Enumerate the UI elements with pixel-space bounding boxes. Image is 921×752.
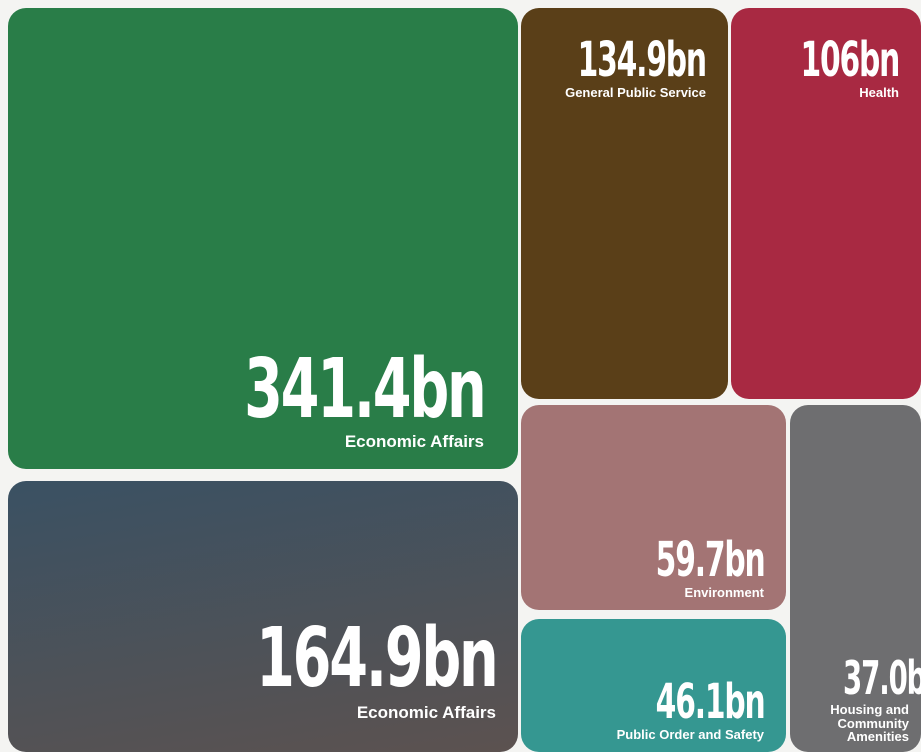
tile-value: 134.9bn xyxy=(577,32,707,88)
tile-text-group: 341.4bn Economic Affairs xyxy=(131,342,487,452)
tile-value: 341.4bn xyxy=(243,342,487,438)
treemap-tile-environment[interactable]: 59.7bn Environment xyxy=(521,405,786,610)
tile-text-group: 134.9bn General Public Service xyxy=(521,32,707,100)
tile-label: Housing and Community Amenities xyxy=(830,702,909,745)
tile-value: 59.7bn xyxy=(655,532,765,589)
tile-text-group: 46.1bn Public Order and Safety xyxy=(589,674,766,743)
treemap-tile-economic-affairs-1[interactable]: 341.4bn Economic Affairs xyxy=(8,8,518,469)
treemap-tile-economic-affairs-2[interactable]: 164.9bn Economic Affairs xyxy=(8,481,518,752)
tile-value: 106bn xyxy=(800,32,900,88)
treemap-tile-general-public-service[interactable]: 134.9bn General Public Service xyxy=(521,8,728,399)
tile-label: Public Order and Safety xyxy=(616,727,764,743)
tile-label: Environment xyxy=(684,585,764,601)
tile-label: Economic Affairs xyxy=(344,432,484,452)
tile-text-group: 106bn Health xyxy=(740,32,900,100)
tile-value: 164.9bn xyxy=(255,611,499,707)
tile-label: Health xyxy=(859,85,899,100)
tile-text-group: 59.7bn Environment xyxy=(589,532,765,601)
tile-label: Economic Affairs xyxy=(356,703,496,723)
treemap-tile-health[interactable]: 106bn Health xyxy=(731,8,921,399)
treemap-tile-public-order-and-safety[interactable]: 46.1bn Public Order and Safety xyxy=(521,619,786,752)
tile-text-group: 37.0bn Housing and Community Amenities xyxy=(799,651,921,745)
tile-text-group: 164.9bn Economic Affairs xyxy=(143,611,499,723)
tile-label: General Public Service xyxy=(565,85,706,100)
tile-value: 46.1bn xyxy=(655,674,765,731)
treemap-tile-housing-and-community-amenities[interactable]: 37.0bn Housing and Community Amenities xyxy=(790,405,921,752)
tile-value: 37.0bn xyxy=(843,651,921,706)
